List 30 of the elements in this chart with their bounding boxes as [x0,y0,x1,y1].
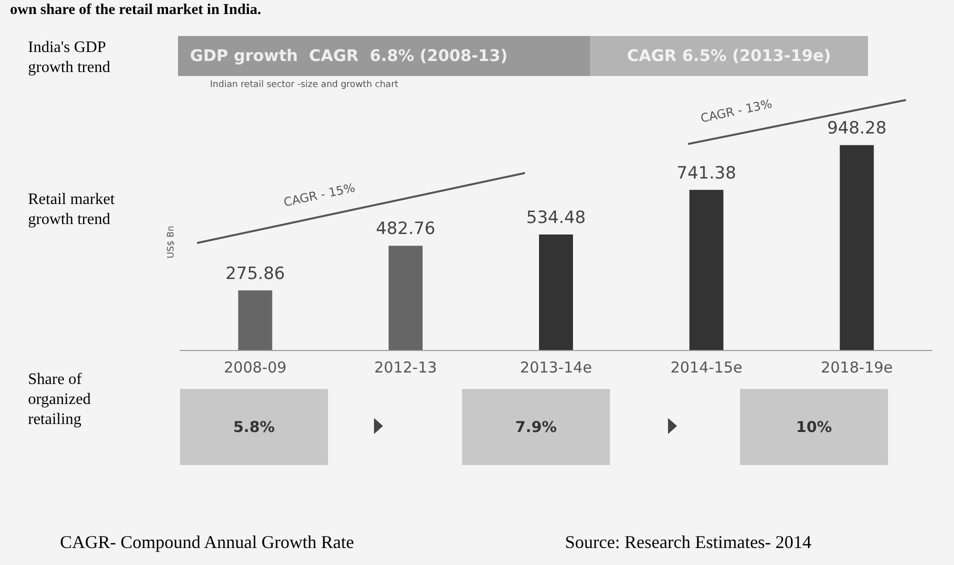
text: CAGR - 13% [699,96,774,126]
text: Retail market growth trend [28,190,116,230]
text: Indian retail sector -size and growth chart [210,80,398,90]
text: CAGR 6.5% (2013-19e) [590,36,868,76]
data-label: 275.86 [225,264,285,284]
text: own share of the retail market in India. [10,2,262,19]
x-tick-label: 2018-19e [820,358,893,376]
x-tick-label: 2012-13 [374,358,437,376]
bar [539,234,573,350]
data-label: 482.76 [376,219,436,240]
text: 7.9% [462,389,610,465]
data-label: 741.38 [676,163,736,184]
x-tick-label: 2013-14e [520,358,592,376]
text: 5.8% [180,389,328,465]
text: GDP growth CAGR 6.8% (2008-13) [178,36,590,76]
source-note: Source: Research Estimates- 2014 [565,532,812,553]
bar [388,246,423,350]
text: 10% [740,389,888,465]
text: Share of organized retailing [28,370,92,430]
x-tick-label: 2014-15e [670,358,742,376]
data-label: 534.48 [526,208,586,228]
bar [689,190,724,350]
bar [238,290,272,350]
y-axis-title: US$ Bn [166,226,176,258]
text: India's GDP growth trend [28,38,112,78]
text: CAGR- Compound Annual Growth Rate [60,532,354,553]
data-label: 948.28 [827,118,887,139]
annotation: CAGR - 15% [282,180,356,210]
bar [840,145,874,350]
x-tick-label: 2008-09 [224,358,287,376]
